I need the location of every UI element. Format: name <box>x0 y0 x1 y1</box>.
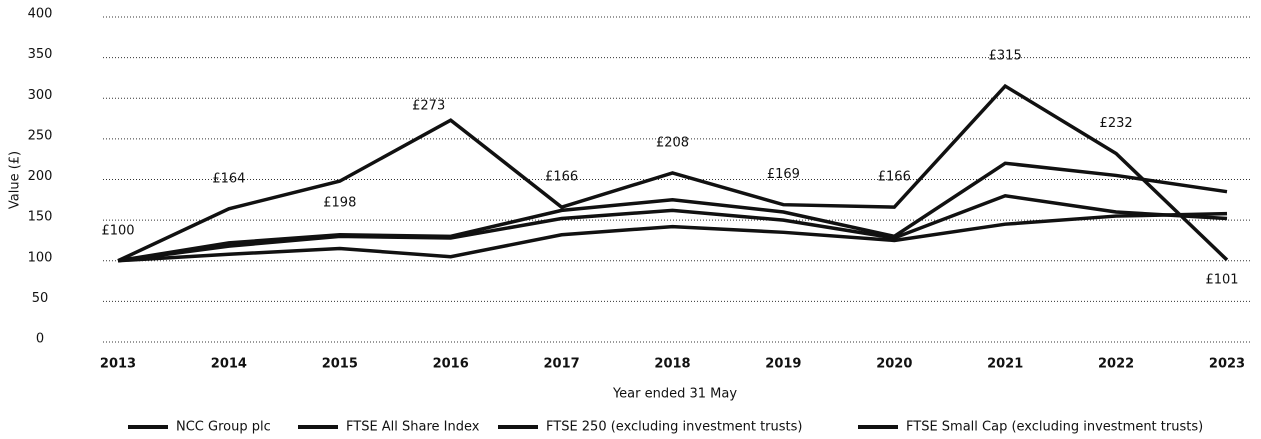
x-tick-label: 2015 <box>322 357 358 372</box>
legend-label: NCC Group plc <box>176 420 271 435</box>
data-label: £166 <box>878 170 911 185</box>
x-tick-label: 2018 <box>654 357 690 372</box>
x-tick-label: 2023 <box>1209 357 1245 372</box>
x-tick-label: 2016 <box>433 357 469 372</box>
x-tick-label: 2020 <box>876 357 912 372</box>
x-tick-label: 2019 <box>765 357 801 372</box>
data-label: £273 <box>412 99 445 114</box>
y-tick-label: 150 <box>28 210 53 225</box>
data-label: £315 <box>989 49 1022 64</box>
y-tick-label: 250 <box>28 128 53 143</box>
x-axis-label: Year ended 31 May <box>612 387 737 402</box>
data-label: £169 <box>767 167 800 182</box>
x-tick-label: 2013 <box>100 357 136 372</box>
series-line <box>117 211 1228 263</box>
y-tick-label: 50 <box>32 291 49 306</box>
y-axis-label: Value (£) <box>8 151 23 209</box>
series-line <box>117 161 1228 263</box>
x-tick-label: 2021 <box>987 357 1023 372</box>
data-label: £198 <box>323 196 356 211</box>
data-label: £164 <box>212 171 245 186</box>
data-label: £100 <box>101 223 134 238</box>
y-tick-label: 0 <box>36 332 44 347</box>
legend-label: FTSE All Share Index <box>346 420 480 435</box>
x-tick-label: 2014 <box>211 357 247 372</box>
x-tick-label: 2017 <box>544 357 580 372</box>
y-tick-label: 100 <box>28 250 53 265</box>
x-tick-label: 2022 <box>1098 357 1134 372</box>
legend-label: FTSE Small Cap (excluding investment tru… <box>906 420 1203 435</box>
y-tick-label: 300 <box>28 88 53 103</box>
y-tick-label: 350 <box>28 47 53 62</box>
data-label: £232 <box>1100 116 1133 131</box>
data-label: £208 <box>656 136 689 151</box>
data-label: £166 <box>545 170 578 185</box>
series-line <box>117 83 1229 263</box>
y-tick-label: 200 <box>28 169 53 184</box>
y-tick-label: 400 <box>28 7 53 22</box>
series-line <box>117 193 1228 263</box>
data-label: £101 <box>1205 272 1238 287</box>
legend-label: FTSE 250 (excluding investment trusts) <box>546 420 802 435</box>
